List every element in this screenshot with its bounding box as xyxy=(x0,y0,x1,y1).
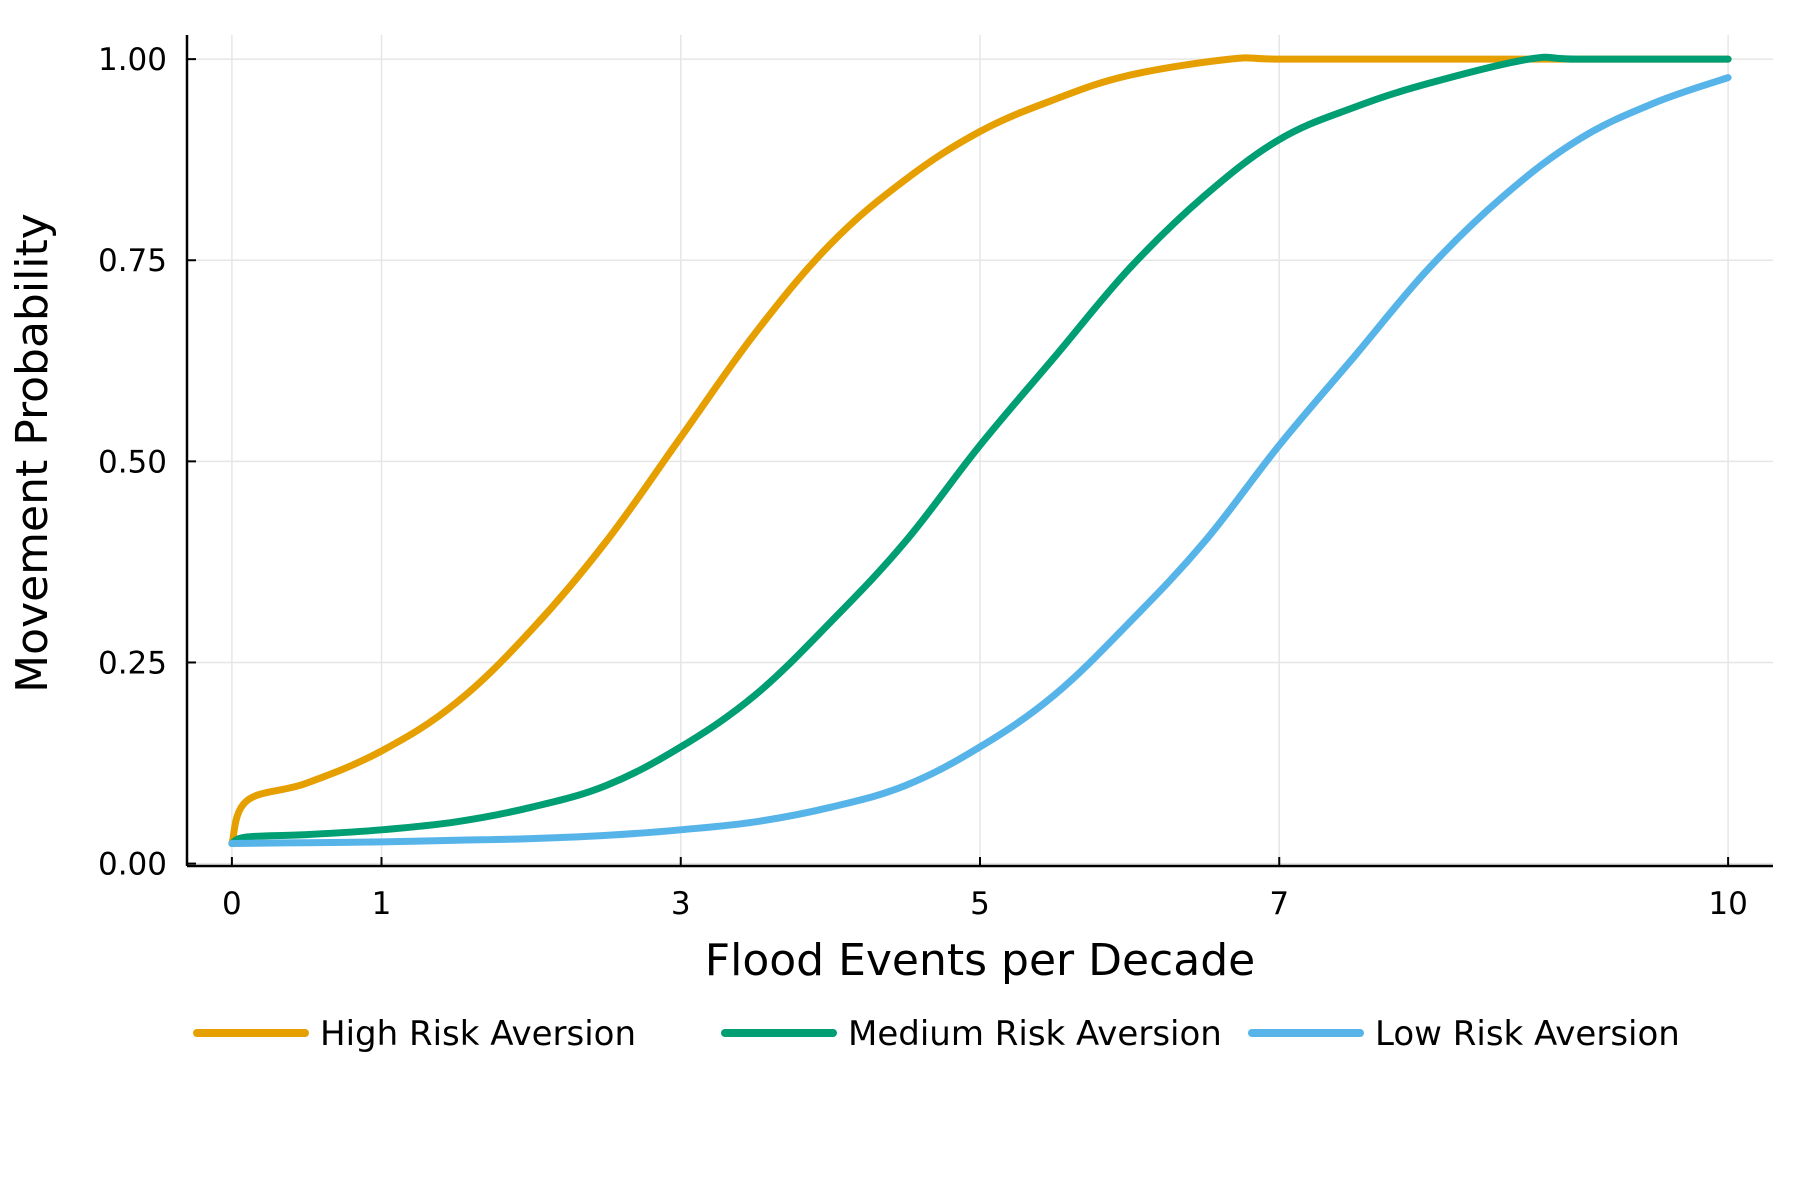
legend-label: Medium Risk Aversion xyxy=(848,1014,1222,1054)
x-tick-label: 5 xyxy=(970,886,990,922)
x-tick-label: 7 xyxy=(1269,886,1289,922)
x-tick-label: 10 xyxy=(1708,886,1747,922)
x-axis-title: Flood Events per Decade xyxy=(705,935,1255,986)
legend-item: Low Risk Aversion xyxy=(1248,1014,1680,1054)
series-line-medium-risk-aversion xyxy=(228,53,1732,847)
series-lines xyxy=(228,53,1732,847)
y-tick-label: 0.25 xyxy=(98,645,167,681)
legend-label: High Risk Aversion xyxy=(320,1014,636,1054)
series-line-low-risk-aversion xyxy=(228,74,1732,847)
y-tick-label: 1.00 xyxy=(98,42,167,78)
x-tick-label: 3 xyxy=(671,886,691,922)
tick-labels: 0 1 3 5 7 10 0.00 0.25 0.50 0.75 1.00 xyxy=(98,42,1748,922)
y-axis-title: Movement Probability xyxy=(7,213,58,693)
legend-item: Medium Risk Aversion xyxy=(721,1014,1222,1054)
x-tick-label: 1 xyxy=(372,886,392,922)
y-tick-label: 0.00 xyxy=(98,847,167,883)
y-tick-label: 0.75 xyxy=(98,243,167,279)
legend-item: High Risk Aversion xyxy=(193,1014,636,1054)
legend: High Risk Aversion Medium Risk Aversion Lo… xyxy=(193,1014,1680,1054)
series-line-high-risk-aversion xyxy=(228,54,1732,847)
legend-label: Low Risk Aversion xyxy=(1375,1014,1680,1054)
y-tick-label: 0.50 xyxy=(98,444,167,480)
x-tick-label: 0 xyxy=(222,886,242,922)
